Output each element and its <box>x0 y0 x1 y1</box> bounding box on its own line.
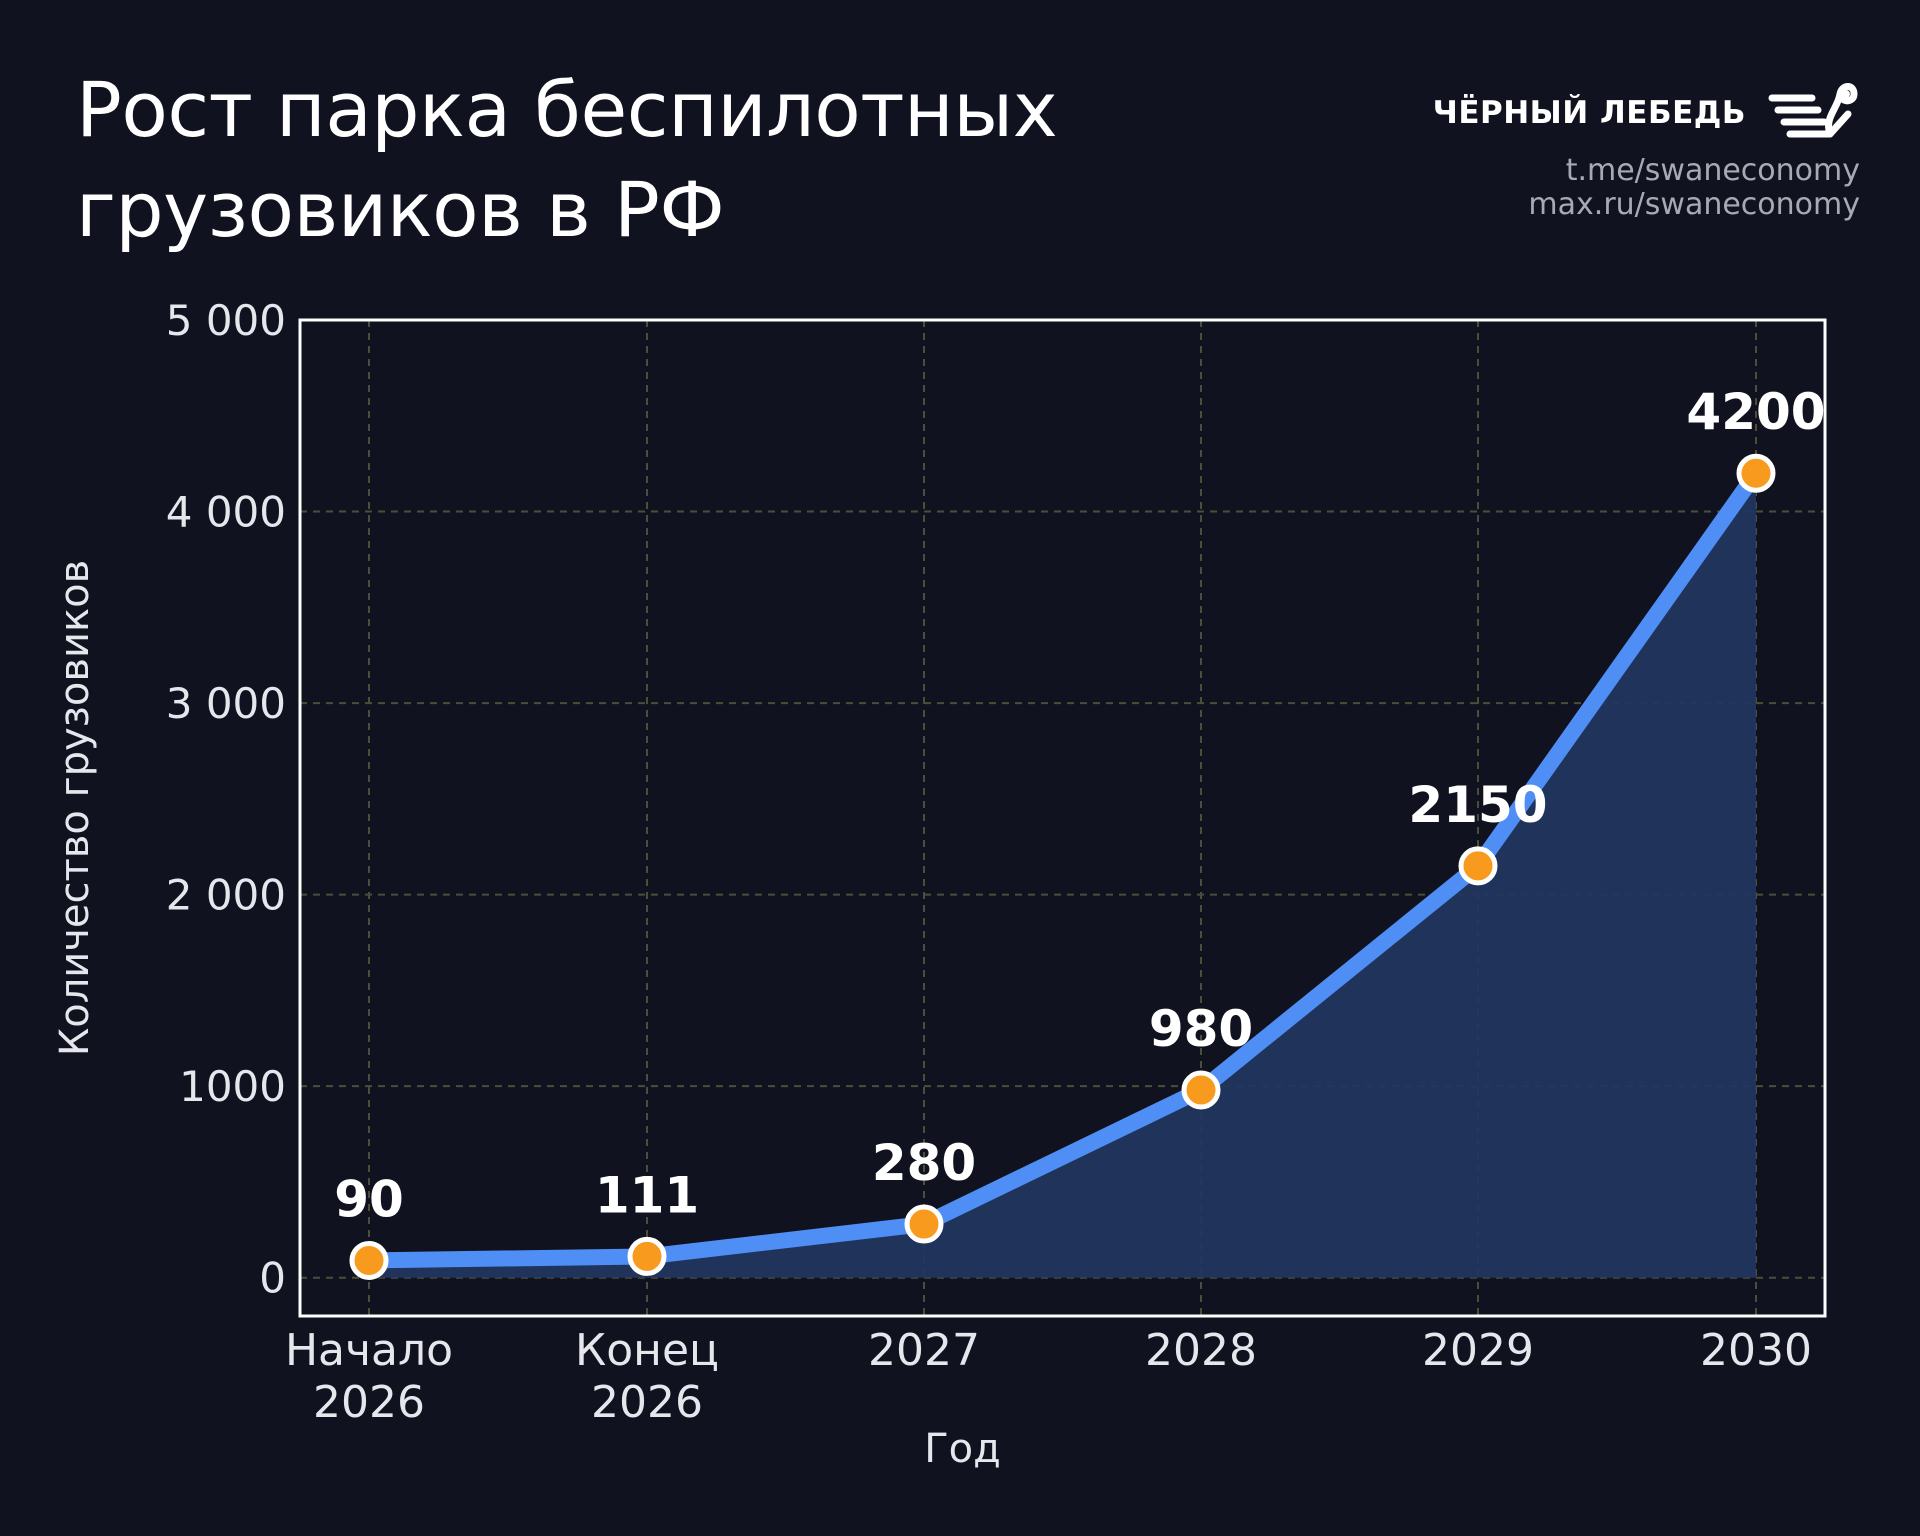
series-line <box>361 465 1764 1269</box>
brand-row: ЧЁРНЫЙ ЛЕБЕДЬ <box>1433 78 1860 148</box>
swan-logo-icon <box>1768 83 1858 138</box>
x-tick-label-2: 2027 <box>868 1325 980 1376</box>
chart-title: Рост парка беспилотных грузовиков в РФ <box>76 60 1058 260</box>
x-tick-label-1: Конец 2026 <box>575 1325 719 1428</box>
data-labels: 90 111 280 980 2150 4200 <box>334 383 1825 1228</box>
x-axis-title: Год <box>924 1426 1001 1472</box>
data-label-4: 2150 <box>1408 776 1547 834</box>
x-tick-label-3: 2028 <box>1145 1325 1257 1376</box>
chart-title-line-2: грузовиков в РФ <box>76 165 725 254</box>
plot-frame <box>298 318 1827 1318</box>
data-point-5[interactable] <box>1736 453 1776 493</box>
y-tick-label-5: 5 000 <box>166 296 286 345</box>
brand-link-telegram[interactable]: t.me/swaneconomy <box>1565 153 1860 188</box>
data-point-3[interactable] <box>1181 1070 1221 1110</box>
brand-links: t.me/swaneconomy max.ru/swaneconomy <box>1433 154 1860 222</box>
data-point-0[interactable] <box>349 1240 389 1280</box>
data-label-2: 280 <box>872 1134 976 1192</box>
data-points <box>349 453 1776 1280</box>
x-tick-label-0: Начало 2026 <box>285 1325 453 1428</box>
data-point-1[interactable] <box>627 1236 667 1276</box>
y-axis: 0 1000 2 000 3 000 4 000 5 000 <box>166 296 286 1303</box>
y-tick-label-2: 2 000 <box>166 871 286 920</box>
data-point-4[interactable] <box>1458 846 1498 886</box>
y-tick-label-0: 0 <box>259 1254 286 1303</box>
data-label-5: 4200 <box>1686 383 1825 441</box>
y-tick-label-3: 3 000 <box>166 679 286 728</box>
x-axis: Начало 2026 Конец 2026 2027 2028 2029 2030 <box>285 1325 1812 1428</box>
y-tick-label-1: 1000 <box>179 1062 286 1111</box>
y-axis-title: Количество грузовиков <box>52 560 98 1056</box>
y-tick-label-4: 4 000 <box>166 488 286 537</box>
brand-link-max[interactable]: max.ru/swaneconomy <box>1528 187 1860 222</box>
x-tick-label-4: 2029 <box>1422 1325 1534 1376</box>
data-label-1: 111 <box>595 1166 699 1224</box>
brand-block: ЧЁРНЫЙ ЛЕБЕДЬ t.me/swaneconomy max.ru/sw… <box>1433 78 1860 222</box>
brand-name: ЧЁРНЫЙ ЛЕБЕДЬ <box>1432 95 1746 131</box>
area-fill <box>369 473 1756 1278</box>
chart-title-line-1: Рост парка беспилотных <box>76 65 1058 154</box>
x-tick-label-5: 2030 <box>1700 1325 1812 1376</box>
data-label-3: 980 <box>1149 1000 1253 1058</box>
data-point-2[interactable] <box>904 1204 944 1244</box>
data-label-0: 90 <box>334 1170 404 1228</box>
